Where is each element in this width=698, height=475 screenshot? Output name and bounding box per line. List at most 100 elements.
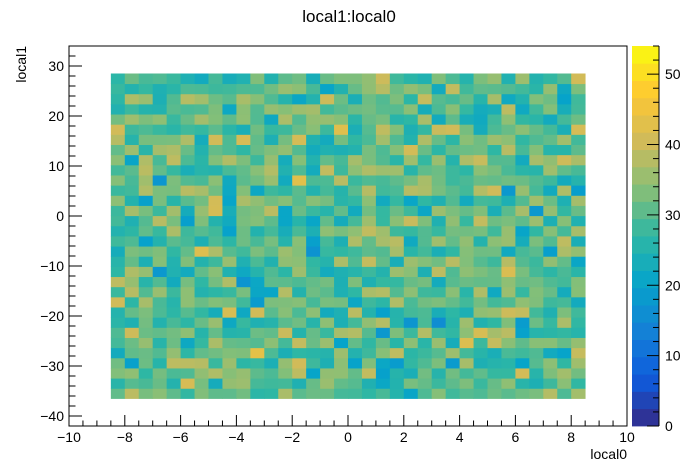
heatmap-cell bbox=[389, 286, 405, 298]
heatmap-cell bbox=[194, 236, 209, 247]
heatmap-cell bbox=[208, 73, 223, 85]
heatmap-cell bbox=[334, 368, 349, 379]
heatmap-cell bbox=[417, 388, 433, 399]
heatmap-cell bbox=[431, 388, 447, 399]
heatmap-cell bbox=[445, 357, 460, 369]
heatmap-cell bbox=[459, 378, 474, 389]
heatmap-cell bbox=[403, 114, 419, 125]
heatmap-cell bbox=[431, 215, 447, 227]
heatmap-cell bbox=[222, 144, 237, 156]
heatmap-cell bbox=[152, 378, 168, 389]
heatmap-cell bbox=[473, 134, 488, 145]
heatmap-cell bbox=[236, 378, 251, 389]
colorbar-swatch bbox=[632, 322, 659, 341]
heatmap-cell bbox=[417, 114, 433, 125]
y-tick-label: 10 bbox=[48, 158, 64, 174]
heatmap-cell bbox=[361, 266, 377, 278]
heatmap-cell bbox=[417, 368, 433, 379]
heatmap-cell bbox=[557, 347, 572, 359]
heatmap-cell bbox=[152, 296, 168, 308]
heatmap-cell bbox=[445, 307, 460, 318]
heatmap-cell bbox=[348, 317, 363, 328]
heatmap-cell bbox=[571, 114, 586, 125]
heatmap-cell bbox=[278, 185, 293, 196]
heatmap-cell bbox=[557, 266, 572, 278]
heatmap-cell bbox=[403, 124, 419, 135]
heatmap-cell bbox=[515, 164, 530, 176]
heatmap-cell bbox=[389, 368, 405, 379]
heatmap-cell bbox=[403, 134, 419, 145]
heatmap-cell bbox=[473, 388, 488, 399]
heatmap-cell bbox=[348, 93, 363, 105]
heatmap-cell bbox=[334, 286, 349, 298]
heatmap-cell bbox=[487, 144, 502, 156]
heatmap-cell bbox=[417, 327, 433, 338]
heatmap-cell bbox=[264, 286, 279, 298]
heatmap-cell bbox=[529, 276, 544, 288]
heatmap-cell bbox=[264, 164, 279, 176]
heatmap-cell bbox=[264, 144, 279, 156]
heatmap-cell bbox=[152, 256, 168, 267]
heatmap-cell bbox=[375, 286, 391, 298]
heatmap-cell bbox=[250, 215, 265, 227]
heatmap-cell bbox=[236, 236, 251, 247]
heatmap-cell bbox=[473, 276, 488, 288]
heatmap-cell bbox=[152, 246, 168, 257]
heatmap-cell bbox=[557, 357, 572, 369]
heatmap-cell bbox=[501, 114, 516, 125]
heatmap-cell bbox=[264, 195, 279, 206]
heatmap-cell bbox=[306, 134, 321, 145]
heatmap-cell bbox=[166, 276, 181, 288]
heatmap-cell bbox=[389, 347, 405, 359]
heatmap-cell bbox=[124, 205, 140, 217]
heatmap-cell bbox=[375, 378, 391, 389]
heatmap-cell bbox=[445, 347, 460, 359]
heatmap-cell bbox=[348, 185, 363, 196]
heatmap-cell bbox=[557, 317, 572, 328]
heatmap-cell bbox=[529, 195, 544, 206]
heatmap-cell bbox=[292, 236, 307, 247]
heatmap-cell bbox=[557, 195, 572, 206]
heatmap-cell bbox=[138, 327, 154, 338]
heatmap-cell bbox=[389, 327, 405, 338]
heatmap-cell bbox=[543, 195, 558, 206]
heatmap-cell bbox=[264, 154, 279, 166]
heatmap-cell bbox=[334, 134, 349, 145]
heatmap-cell bbox=[236, 103, 251, 115]
heatmap-cell bbox=[431, 256, 447, 267]
heatmap-cell bbox=[515, 215, 530, 227]
heatmap-cell bbox=[222, 357, 237, 369]
heatmap-cell bbox=[110, 317, 126, 328]
heatmap-cell bbox=[152, 93, 168, 105]
heatmap-cell bbox=[222, 215, 237, 227]
heatmap-cell bbox=[529, 124, 544, 135]
x-tick-label: −10 bbox=[57, 429, 81, 445]
heatmap-cell bbox=[208, 266, 223, 278]
heatmap-cell bbox=[571, 388, 586, 399]
heatmap-cell bbox=[431, 73, 447, 85]
heatmap-cell bbox=[459, 93, 474, 105]
heatmap-cell bbox=[222, 286, 237, 298]
heatmap-cell bbox=[459, 144, 474, 156]
heatmap-cell bbox=[138, 93, 154, 105]
heatmap-cell bbox=[403, 276, 419, 288]
heatmap-cell bbox=[292, 215, 307, 227]
heatmap-cell bbox=[152, 327, 168, 338]
heatmap-cell bbox=[166, 114, 181, 125]
heatmap-cell bbox=[138, 195, 154, 206]
heatmap-cell bbox=[124, 347, 140, 359]
heatmap-cell bbox=[124, 357, 140, 369]
heatmap-cell bbox=[194, 357, 209, 369]
heatmap-cell bbox=[292, 103, 307, 115]
heatmap-cell bbox=[557, 378, 572, 389]
heatmap-cell bbox=[459, 347, 474, 359]
heatmap-cell bbox=[389, 307, 405, 318]
heatmap-cell bbox=[306, 215, 321, 227]
heatmap-cell bbox=[208, 296, 223, 308]
heatmap-cell bbox=[236, 347, 251, 359]
heatmap-cell bbox=[208, 337, 223, 349]
y-tick-label: −10 bbox=[40, 258, 64, 274]
heatmap-cell bbox=[473, 337, 488, 349]
heatmap-cell bbox=[138, 103, 154, 115]
heatmap-cell bbox=[138, 357, 154, 369]
